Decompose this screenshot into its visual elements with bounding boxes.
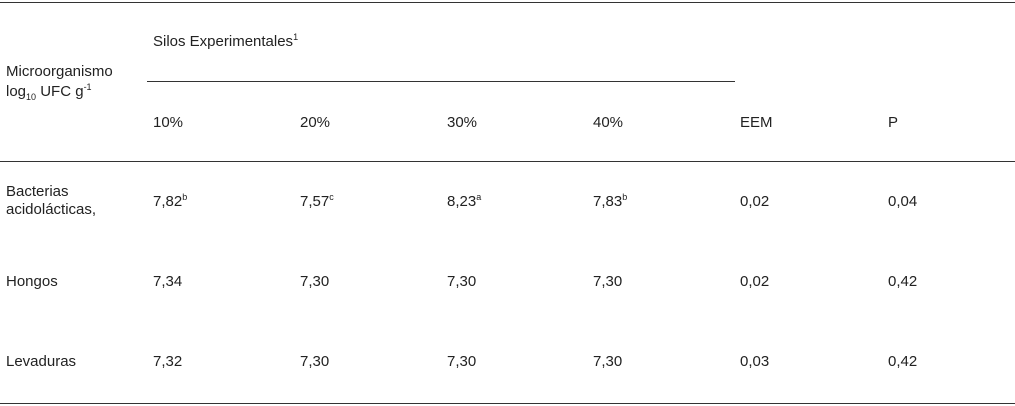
top-rule [0, 2, 1015, 3]
cell-value: 7,30 [447, 273, 477, 290]
significance-letter: c [329, 192, 334, 202]
column-header: P [888, 114, 899, 131]
table-cell: 7,30 [300, 353, 329, 371]
significance-letter: b [622, 192, 628, 202]
table-cell: 0,42 [888, 273, 917, 291]
cell-value: 0,42 [888, 273, 918, 290]
significance-letter: a [476, 192, 482, 202]
cell-value: 7,57 [300, 193, 330, 210]
footnote-marker: 1 [293, 32, 299, 42]
group-header: Silos Experimentales1 [153, 33, 298, 51]
table-cell: 0,04 [888, 193, 917, 211]
row-label: Levaduras [6, 353, 77, 370]
row-label: acidolácticas, [6, 201, 97, 218]
table-cell: 8,23a [447, 193, 481, 211]
table-cell: 7,30 [300, 273, 329, 291]
header-rule [0, 161, 1015, 162]
unit-sup: -1 [83, 82, 92, 92]
table-cell: 7,32 [153, 353, 182, 371]
cell-value: 8,23 [447, 193, 477, 210]
cell-value: 0,03 [740, 353, 770, 370]
row-header-line2: log10 UFC g-1 [6, 82, 92, 102]
table-cell: 0,42 [888, 353, 917, 371]
row-label: Bacterias [6, 183, 69, 200]
cell-value: 7,30 [300, 353, 330, 370]
group-header-label: Silos Experimentales [153, 33, 294, 50]
cell-value: 7,32 [153, 353, 183, 370]
cell-value: 7,34 [153, 273, 183, 290]
cell-value: 7,82 [153, 193, 183, 210]
cell-value: 0,42 [888, 353, 918, 370]
cell-value: 0,02 [740, 193, 770, 210]
significance-letter: b [182, 192, 188, 202]
table-cell: 7,30 [593, 353, 622, 371]
table-cell: 7,57c [300, 193, 334, 211]
cell-value: 0,02 [740, 273, 770, 290]
column-header: 20% [300, 114, 331, 131]
cell-value: 7,83 [593, 193, 623, 210]
cell-value: 7,30 [447, 353, 477, 370]
column-header: 40% [593, 114, 624, 131]
row-header-line1: Microorganismo [6, 63, 113, 80]
table-cell: 7,83b [593, 193, 627, 211]
bottom-rule [0, 403, 1015, 404]
column-header: 30% [447, 114, 478, 131]
table-cell: 0,03 [740, 353, 769, 371]
table-cell: 7,30 [447, 353, 476, 371]
table-cell: 7,34 [153, 273, 182, 291]
cell-value: 7,30 [300, 273, 330, 290]
group-rule [147, 81, 735, 82]
table-cell: 7,82b [153, 193, 187, 211]
cell-value: 7,30 [593, 353, 623, 370]
unit-log: log [6, 83, 27, 100]
cell-value: 7,30 [593, 273, 623, 290]
column-header: 10% [153, 114, 184, 131]
unit-rest: UFC g [36, 83, 84, 100]
cell-value: 0,04 [888, 193, 918, 210]
table-cell: 0,02 [740, 273, 769, 291]
unit-sub: 10 [26, 92, 37, 102]
table-cell: 7,30 [447, 273, 476, 291]
row-label: Hongos [6, 273, 58, 290]
column-header: EEM [740, 114, 773, 131]
table-cell: 0,02 [740, 193, 769, 211]
table-cell: 7,30 [593, 273, 622, 291]
